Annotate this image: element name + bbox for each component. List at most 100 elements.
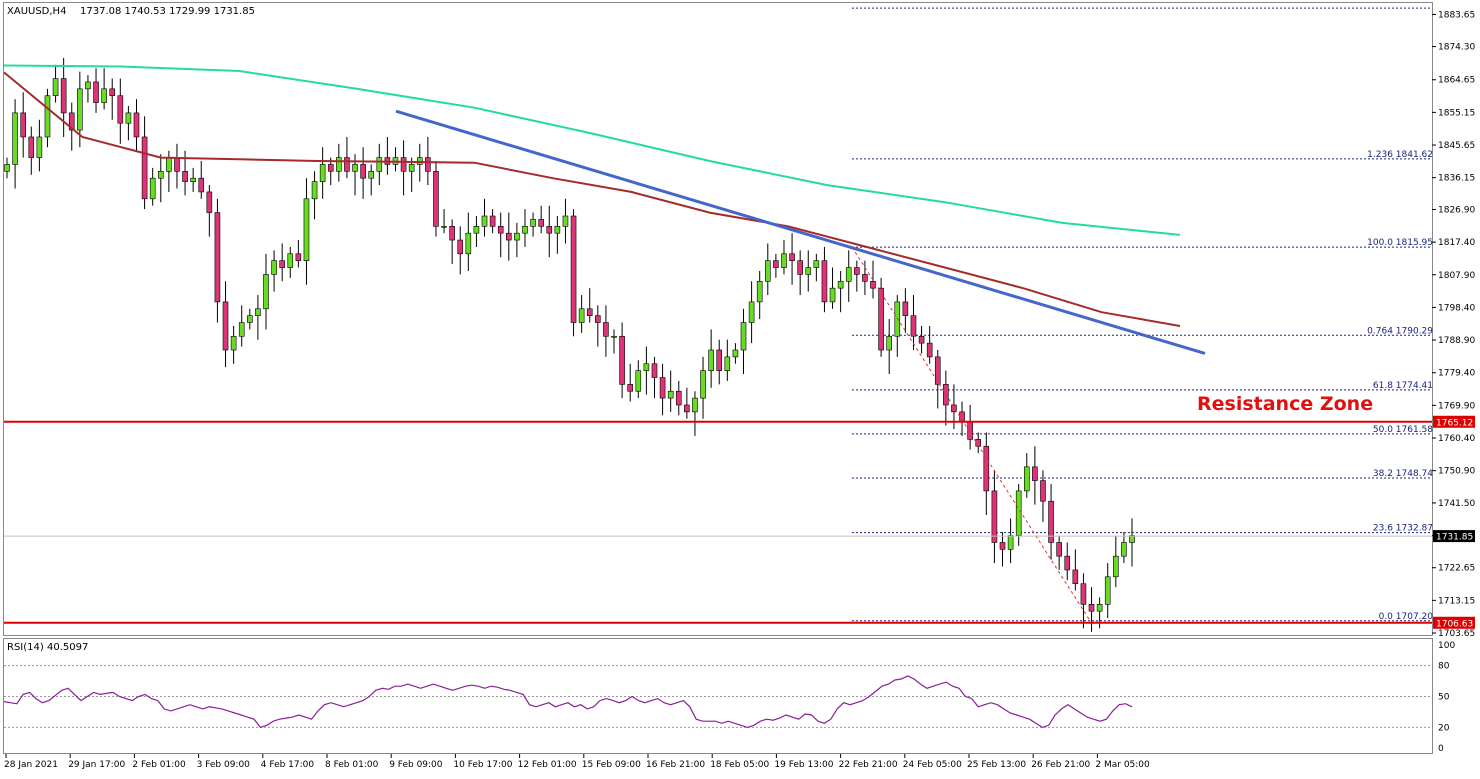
rsi-label: RSI(14) 40.5097 bbox=[7, 642, 88, 653]
candle bbox=[538, 205, 544, 234]
candle-body bbox=[1129, 535, 1135, 543]
candle bbox=[910, 295, 917, 351]
candle-body bbox=[481, 215, 488, 227]
candle bbox=[562, 198, 569, 244]
fib-level: 50.0 1761.58 bbox=[852, 425, 1433, 435]
resistance-price-tag-box bbox=[1433, 415, 1475, 428]
candle-body bbox=[360, 164, 366, 179]
candle-body bbox=[1023, 466, 1030, 492]
candle-body bbox=[449, 226, 455, 241]
candle-body bbox=[619, 335, 625, 385]
candle bbox=[595, 305, 601, 347]
fib-level: 0.0 1707.20 bbox=[852, 612, 1433, 622]
candle bbox=[813, 253, 820, 282]
candle bbox=[505, 212, 512, 261]
candle bbox=[376, 143, 383, 186]
sma-red-line bbox=[3, 71, 1181, 327]
candle-body bbox=[886, 335, 892, 351]
time-tick: 15 Feb 09:00 bbox=[582, 754, 641, 770]
rsi-tick-label: 50 bbox=[1438, 693, 1450, 703]
candle bbox=[360, 147, 366, 199]
candle bbox=[489, 209, 496, 234]
candle bbox=[886, 319, 892, 375]
candle bbox=[789, 233, 795, 285]
candle bbox=[4, 157, 10, 179]
time-tick-label: 15 Feb 09:00 bbox=[582, 760, 641, 770]
candle bbox=[845, 250, 852, 302]
price-tick: 1883.65 bbox=[1432, 10, 1475, 20]
candle bbox=[983, 432, 990, 515]
candle bbox=[797, 250, 803, 296]
candle-body bbox=[530, 219, 536, 227]
candle bbox=[514, 222, 520, 258]
candle-body bbox=[271, 260, 277, 275]
candle-body bbox=[303, 198, 310, 261]
candle-body bbox=[4, 164, 10, 172]
candle bbox=[991, 470, 998, 564]
candle-body bbox=[68, 112, 75, 131]
resistance-zone-label: Resistance Zone bbox=[1197, 393, 1373, 415]
candle-body bbox=[1015, 490, 1022, 536]
candle bbox=[295, 240, 302, 268]
candle bbox=[400, 140, 407, 196]
candle bbox=[271, 250, 277, 292]
candle bbox=[716, 339, 723, 385]
candle bbox=[1104, 563, 1111, 619]
candle-body bbox=[400, 157, 407, 172]
candle bbox=[781, 240, 787, 275]
candle-body bbox=[797, 260, 803, 275]
candle-body bbox=[1096, 604, 1103, 612]
candle-body bbox=[336, 157, 342, 172]
candle bbox=[999, 532, 1006, 567]
candle-body bbox=[214, 212, 221, 303]
price-tick-label: 1836.15 bbox=[1438, 174, 1475, 184]
fib-level: 100.0 1815.95 bbox=[852, 238, 1433, 248]
price-tick-label: 1874.30 bbox=[1438, 43, 1475, 53]
candle bbox=[303, 178, 310, 285]
candle-body bbox=[522, 226, 528, 234]
candle-body bbox=[756, 280, 763, 303]
candle bbox=[319, 147, 326, 199]
candle-body bbox=[52, 78, 59, 97]
candle-body bbox=[352, 164, 358, 172]
price-tick-label: 1769.90 bbox=[1438, 401, 1475, 411]
price-tick: 1750.90 bbox=[1432, 467, 1475, 477]
candle-body bbox=[862, 274, 868, 282]
candle bbox=[878, 277, 884, 357]
time-tick: 28 Jan 2021 bbox=[4, 754, 58, 770]
candle-body bbox=[93, 81, 99, 103]
candle-body bbox=[716, 349, 723, 371]
support-price-tag: 1706.63 bbox=[1433, 616, 1475, 629]
candle-body bbox=[125, 112, 132, 124]
candle bbox=[578, 295, 585, 333]
candle-body bbox=[85, 81, 91, 90]
candle-body bbox=[926, 342, 933, 358]
candle-body bbox=[538, 219, 544, 227]
candle-body bbox=[627, 384, 634, 392]
fib-level-label: 23.6 1732.87 bbox=[1373, 524, 1433, 534]
candle-body bbox=[999, 542, 1006, 550]
candle-body bbox=[684, 404, 690, 413]
candle bbox=[1088, 587, 1095, 632]
last-price-tag-text: 1731.85 bbox=[1436, 533, 1473, 543]
candle-body bbox=[1056, 542, 1062, 557]
time-tick-label: 8 Feb 01:00 bbox=[325, 760, 379, 770]
candle bbox=[700, 356, 706, 419]
candle bbox=[1072, 549, 1079, 591]
candle bbox=[433, 161, 439, 237]
candle bbox=[441, 209, 447, 234]
candle-body bbox=[295, 253, 302, 261]
indicator-lines bbox=[3, 64, 1206, 622]
candle-body bbox=[247, 315, 253, 323]
sma-green-line bbox=[3, 64, 1181, 236]
price-tick: 1769.90 bbox=[1432, 401, 1475, 411]
candle bbox=[408, 157, 415, 192]
last-price-tag: 1731.85 bbox=[1433, 530, 1475, 543]
candle bbox=[449, 219, 455, 265]
candle bbox=[1032, 446, 1038, 505]
candle bbox=[603, 305, 609, 357]
candle bbox=[12, 99, 18, 189]
candle bbox=[85, 75, 91, 103]
fib-level-label: 100.0 1815.95 bbox=[1367, 238, 1433, 248]
